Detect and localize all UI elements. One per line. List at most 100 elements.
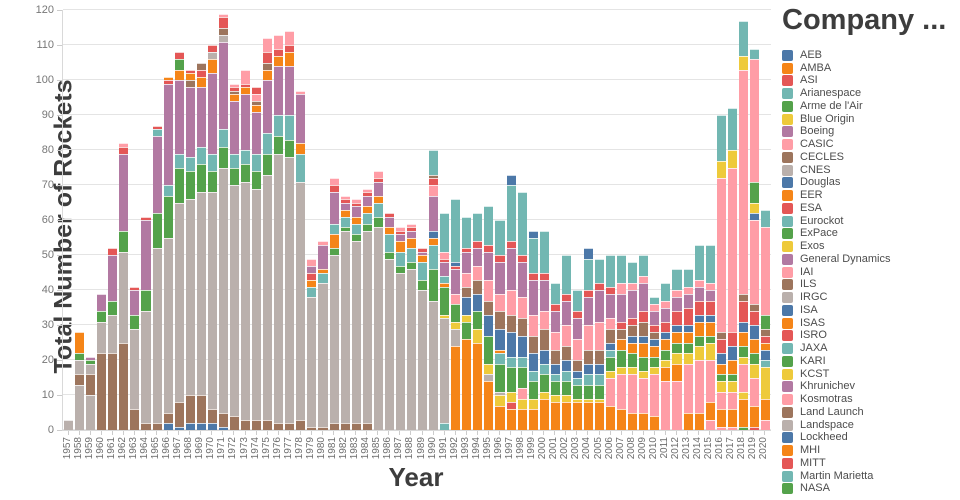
bar-segment-2020-4[interactable]	[760, 349, 770, 360]
bar-segment-1975-6[interactable]	[263, 62, 273, 70]
bar-segment-2003-9[interactable]	[572, 290, 582, 311]
bar-segment-2013-3[interactable]	[683, 342, 693, 353]
bar-segment-2006-2[interactable]	[606, 370, 616, 378]
bar-segment-2007-4[interactable]	[617, 339, 627, 350]
legend-item-general-dynamics[interactable]: General Dynamics	[782, 253, 958, 266]
bar-segment-2019-9[interactable]	[749, 220, 759, 304]
bar-segment-2018-1[interactable]	[738, 398, 748, 427]
bar-segment-1998-3[interactable]	[517, 367, 527, 388]
stacked-bar-2012[interactable]	[672, 269, 682, 430]
bar-segment-2005-9[interactable]	[595, 258, 605, 283]
bar-segment-1991-2[interactable]	[440, 314, 450, 318]
bar-segment-1998-2[interactable]	[517, 388, 527, 399]
bar-segment-2005-6[interactable]	[595, 321, 605, 350]
bar-segment-2000-8[interactable]	[539, 272, 549, 280]
bar-segment-1987-4[interactable]	[395, 234, 405, 241]
bar-segment-1972-5[interactable]	[229, 94, 239, 101]
bar-segment-2007-2[interactable]	[617, 367, 627, 374]
bar-segment-2001-5[interactable]	[550, 349, 560, 364]
bar-segment-1990-9[interactable]	[429, 150, 439, 175]
bar-segment-1984-1[interactable]	[362, 230, 372, 423]
stacked-bar-2020[interactable]	[760, 209, 770, 430]
stacked-bar-1961[interactable]	[108, 248, 118, 430]
bar-segment-2005-8[interactable]	[595, 283, 605, 290]
bar-segment-2014-8[interactable]	[694, 279, 704, 287]
bar-segment-1962-3[interactable]	[119, 153, 129, 231]
bar-segment-2007-9[interactable]	[617, 255, 627, 283]
bar-segment-1974-1[interactable]	[252, 188, 262, 420]
bar-segment-2013-0[interactable]	[683, 412, 693, 430]
bar-segment-1974-7[interactable]	[252, 94, 262, 101]
bar-segment-2015-8[interactable]	[705, 290, 715, 301]
bar-segment-2018-6[interactable]	[738, 332, 748, 346]
bar-segment-2005-1[interactable]	[595, 398, 605, 402]
bar-segment-1979-3[interactable]	[307, 279, 317, 287]
legend-item-irgc[interactable]: IRGC	[782, 291, 958, 304]
stacked-bar-1999[interactable]	[528, 230, 538, 430]
bar-segment-1981-6[interactable]	[329, 185, 339, 192]
bar-segment-1997-10[interactable]	[506, 185, 516, 241]
bar-segment-2012-9[interactable]	[672, 269, 682, 290]
bar-segment-2002-2[interactable]	[561, 381, 571, 395]
stacked-bar-1997[interactable]	[506, 174, 516, 430]
bar-segment-2012-7[interactable]	[672, 297, 682, 311]
bar-segment-2008-10[interactable]	[628, 262, 638, 283]
bar-segment-1959-1[interactable]	[86, 374, 96, 395]
bar-segment-1995-4[interactable]	[484, 314, 494, 336]
bar-segment-2013-7[interactable]	[683, 293, 693, 308]
legend-item-boeing[interactable]: Boeing	[782, 126, 958, 139]
bar-segment-1957-0[interactable]	[64, 419, 74, 430]
bar-segment-1980-2[interactable]	[318, 272, 328, 283]
stacked-bar-1981[interactable]	[329, 178, 339, 430]
stacked-bar-1987[interactable]	[395, 227, 405, 430]
bar-segment-2019-6[interactable]	[749, 325, 759, 339]
bar-segment-1997-11[interactable]	[506, 174, 516, 185]
bar-segment-1999-8[interactable]	[528, 272, 538, 280]
bar-segment-2008-1[interactable]	[628, 374, 638, 413]
bar-segment-2012-6[interactable]	[672, 311, 682, 325]
bar-segment-1965-2[interactable]	[152, 213, 162, 248]
bar-segment-2017-6[interactable]	[727, 346, 737, 360]
bar-segment-1985-3[interactable]	[373, 195, 383, 203]
bar-segment-1977-7[interactable]	[285, 31, 295, 45]
bar-segment-1976-7[interactable]	[274, 34, 284, 49]
bar-segment-2013-6[interactable]	[683, 307, 693, 325]
bar-segment-1981-0[interactable]	[329, 423, 339, 430]
bar-segment-1961-1[interactable]	[108, 314, 118, 353]
bar-segment-1976-0[interactable]	[274, 423, 284, 430]
stacked-bar-1992[interactable]	[451, 199, 461, 430]
bar-segment-1995-3[interactable]	[484, 335, 494, 364]
bar-segment-1969-0[interactable]	[196, 423, 206, 430]
bar-segment-1968-5[interactable]	[185, 87, 195, 157]
bar-segment-2011-1[interactable]	[661, 367, 671, 381]
bar-segment-2005-2[interactable]	[595, 384, 605, 399]
bar-segment-2019-4[interactable]	[749, 353, 759, 364]
bar-segment-2013-2[interactable]	[683, 353, 693, 364]
bar-segment-1983-0[interactable]	[351, 423, 361, 430]
bar-segment-2010-5[interactable]	[650, 339, 660, 346]
bar-segment-1972-2[interactable]	[229, 167, 239, 185]
stacked-bar-2001[interactable]	[550, 283, 560, 430]
bar-segment-1970-1[interactable]	[207, 409, 217, 423]
bar-segment-1966-4[interactable]	[163, 185, 173, 196]
bar-segment-1967-0[interactable]	[174, 426, 184, 430]
bar-segment-1983-2[interactable]	[351, 234, 361, 241]
bar-segment-1959-3[interactable]	[86, 360, 96, 364]
bar-segment-1968-1[interactable]	[185, 395, 195, 423]
stacked-bar-2000[interactable]	[539, 230, 549, 430]
bar-segment-2009-6[interactable]	[639, 321, 649, 336]
bar-segment-2018-0[interactable]	[738, 426, 748, 430]
bar-segment-2010-1[interactable]	[650, 374, 660, 416]
bar-segment-1990-2[interactable]	[429, 244, 439, 269]
bar-segment-1961-3[interactable]	[108, 255, 118, 301]
bar-segment-2009-3[interactable]	[639, 356, 649, 371]
bar-segment-2001-9[interactable]	[550, 283, 560, 304]
bar-segment-1978-3[interactable]	[296, 143, 306, 154]
stacked-bar-2006[interactable]	[606, 255, 616, 430]
bar-segment-1959-4[interactable]	[86, 356, 96, 360]
bar-segment-1979-4[interactable]	[307, 272, 317, 280]
bar-segment-1981-1[interactable]	[329, 255, 339, 423]
bar-segment-2002-7[interactable]	[561, 300, 571, 325]
bar-segment-2016-7[interactable]	[716, 339, 726, 353]
bar-segment-1973-3[interactable]	[241, 150, 251, 164]
